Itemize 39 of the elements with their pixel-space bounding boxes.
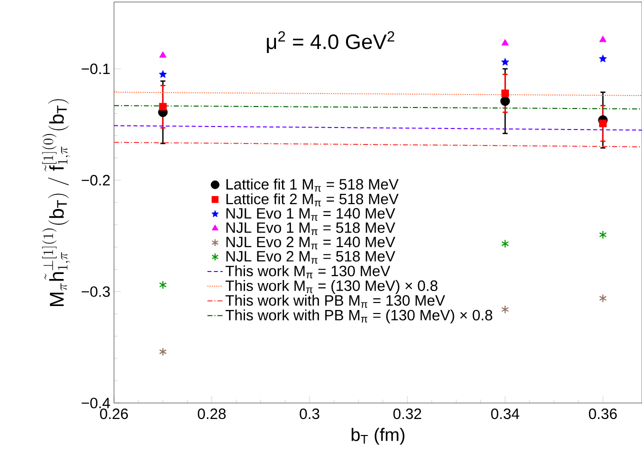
y-tick-label: −0.2 [82, 174, 110, 186]
point [159, 51, 167, 58]
x-tick-label: 0.34 [491, 408, 520, 420]
point [501, 39, 509, 46]
x-axis-title: b$_{T}$ (fm) [352, 428, 404, 445]
point [501, 58, 510, 66]
point [159, 347, 167, 356]
point [599, 120, 607, 128]
legend-label: Lattice fit 1 M$_{π}$ = 518 MeV [226, 178, 399, 192]
legend-label: This work with PB M$_{π}$ = (130 MeV) × 0.8 [226, 309, 492, 324]
x-tick-label: 0.32 [393, 408, 422, 420]
x-tick-label: 0.3 [300, 408, 320, 420]
point [598, 54, 607, 62]
x-tick-label: 0.28 [198, 408, 226, 420]
point [599, 230, 607, 240]
y-tick-label: −0.1 [82, 64, 110, 74]
legend-label: NJL Evo 1 M$_{π}$ = 518 MeV [226, 222, 396, 236]
point [501, 90, 509, 98]
point [599, 294, 607, 303]
point [500, 96, 510, 106]
point [599, 36, 607, 42]
legend-label: NJL Evo 1 M$_{π}$ = 140 MeV [226, 208, 396, 221]
y-tick-label: −0.3 [82, 286, 110, 297]
point [158, 70, 167, 78]
legend-label: This work M$_{π}$ = (130 MeV) × 0.8 [226, 280, 438, 294]
point [501, 305, 509, 314]
x-tick-label: 0.26 [100, 408, 128, 420]
y-axis-title: $\mathrm{M}_{\pi}\tilde{\mathrm{h}}_{1,\pi}^{\perp[1](1)}(\mathrm{b}_{\mathrm{T}})\;/\;\tilde{\mathrm{f}}_{1,\pi}^{[1](0)}(\mathrm{b}_{\mathrm{T}})$ [42, 99, 70, 306]
y-tick-label: −0.4 [82, 398, 110, 408]
legend-label: This work M$_{π}$ = 130 MeV [226, 265, 390, 278]
point [159, 102, 167, 110]
legend-label: NJL Evo 2 M$_{π}$ = 518 MeV [226, 250, 396, 264]
legend-label: Lattice fit 2 M$_{π}$ = 518 MeV [226, 193, 399, 206]
point [159, 280, 167, 290]
annotation: μ$^{2}$ = 4.0 GeV$^{2}$ [266, 31, 394, 53]
point [501, 239, 509, 248]
legend-label: This work with PB M$_{π}$ = 130 MeV [226, 294, 446, 308]
x-tick-label: 0.36 [588, 408, 617, 420]
legend-label: NJL Evo 2 M$_{π}$ = 140 MeV [226, 236, 396, 250]
